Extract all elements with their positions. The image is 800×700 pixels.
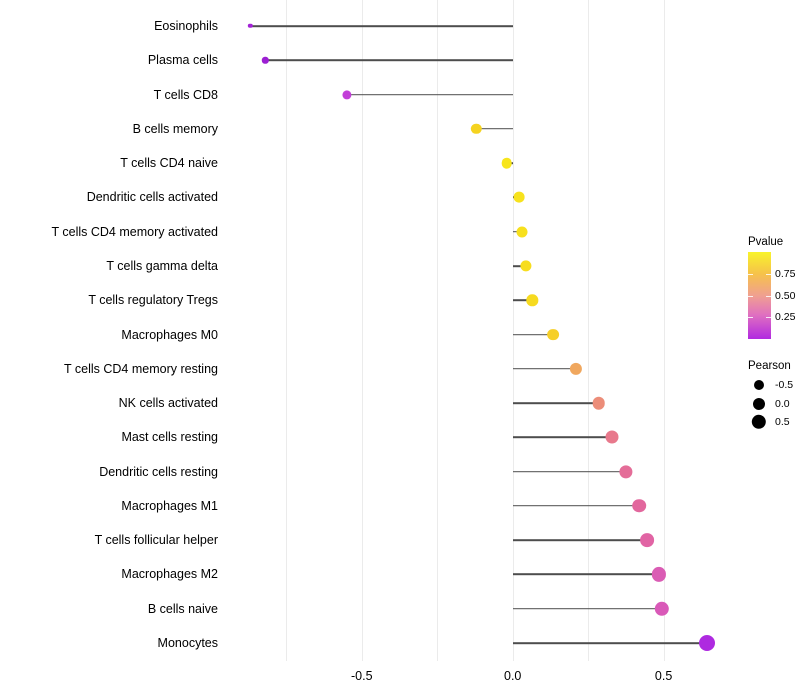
- y-axis-tick-label: T cells CD4 memory activated: [51, 224, 219, 239]
- lollipop-stem: [265, 59, 513, 62]
- y-axis-tick-label: Monocytes: [157, 635, 218, 650]
- lollipop-stem: [512, 402, 599, 404]
- y-axis-tick-label: NK cells activated: [118, 395, 218, 410]
- lollipop-point[interactable]: [592, 396, 605, 410]
- colorbar-tick-mark: [748, 295, 753, 297]
- y-axis-tick-label: T cells regulatory Tregs: [88, 292, 218, 307]
- lollipop-stem: [512, 573, 660, 576]
- y-axis-tick-label: Dendritic cells resting: [99, 464, 218, 479]
- colorbar-tick-mark: [748, 317, 753, 319]
- y-axis-tick-label: B cells memory: [132, 121, 218, 136]
- lollipop-point[interactable]: [640, 533, 654, 548]
- y-axis-tick-label: Eosinophils: [154, 18, 218, 33]
- lollipop-stem: [512, 299, 533, 302]
- colorbar-tick-label: 0.25: [775, 311, 796, 324]
- lollipop-point[interactable]: [654, 601, 670, 616]
- lollipop-point[interactable]: [471, 123, 482, 135]
- gridline-x: [361, 0, 363, 661]
- size-legend-label: 0.5: [775, 416, 790, 428]
- pvalue-colorbar: [748, 252, 771, 339]
- lollipop-stem: [476, 128, 513, 130]
- colorbar-tick-mark: [748, 273, 753, 275]
- size-legend-dot: [753, 397, 765, 410]
- lollipop-stem: [512, 265, 527, 267]
- lollipop-stem: [512, 505, 640, 507]
- gridline-x: [588, 0, 590, 661]
- lollipop-point[interactable]: [262, 57, 269, 64]
- lollipop-point[interactable]: [569, 362, 583, 375]
- colorbar-tick-mark: [766, 273, 771, 275]
- lollipop-point[interactable]: [619, 465, 633, 479]
- lollipop-stem: [512, 436, 613, 439]
- y-axis-tick-label: T cells gamma delta: [106, 258, 218, 273]
- lollipop-stem: [512, 539, 647, 541]
- legend-area: Pvalue Pearson 0.75 0.50 0.25 -0.5 0.0 0.5: [740, 0, 800, 700]
- size-legend-label: 0.0: [775, 397, 790, 410]
- lollipop-stem: [512, 333, 554, 336]
- lollipop-point[interactable]: [526, 294, 539, 306]
- y-axis-tick-label: Dendritic cells activated: [86, 190, 218, 205]
- x-axis-tick-label: -0.5: [351, 669, 373, 683]
- colorbar-tick-mark: [766, 317, 771, 319]
- lollipop-point[interactable]: [605, 430, 619, 444]
- y-axis-tick-label: T cells CD8: [153, 87, 218, 102]
- lollipop-point[interactable]: [651, 567, 667, 582]
- lollipop-point[interactable]: [516, 226, 528, 238]
- y-axis-labels: Eosinophils Plasma cells T cells CD8 B cell…: [0, 0, 222, 700]
- lollipop-point[interactable]: [513, 191, 525, 203]
- size-legend-title: Pearson: [748, 360, 791, 372]
- gridline-x: [437, 0, 439, 661]
- gridline-x: [286, 0, 288, 661]
- y-axis-tick-label: T cells CD4 memory resting: [64, 361, 218, 376]
- lollipop-point[interactable]: [247, 23, 253, 29]
- colorbar-tick-label: 0.75: [775, 267, 796, 280]
- lollipop-stem: [512, 642, 708, 644]
- x-axis-tick-label: 0.5: [654, 669, 673, 683]
- y-axis-tick-label: T cells follicular helper: [94, 532, 218, 547]
- lollipop-stem: [512, 607, 663, 610]
- lollipop-stem: [512, 367, 577, 370]
- y-axis-tick-label: Macrophages M0: [121, 327, 218, 342]
- lollipop-stem: [250, 25, 513, 27]
- colorbar-title: Pvalue: [748, 236, 784, 248]
- lollipop-point[interactable]: [342, 89, 352, 100]
- lollipop-point[interactable]: [632, 499, 647, 513]
- plot-panel: [226, 0, 730, 661]
- size-legend-dot: [751, 414, 767, 430]
- colorbar-tick-mark: [766, 295, 771, 297]
- y-axis-tick-label: Macrophages M1: [121, 498, 218, 513]
- lollipop-point[interactable]: [501, 157, 512, 169]
- size-legend-label: -0.5: [775, 379, 794, 391]
- y-axis-tick-label: Macrophages M2: [121, 567, 218, 582]
- y-axis-tick-label: Plasma cells: [147, 53, 218, 68]
- y-axis-tick-label: Mast cells resting: [121, 430, 218, 445]
- x-axis: -0.5 0.0 0.5: [226, 661, 730, 700]
- lollipop-stem: [512, 470, 626, 473]
- gridline-x: [663, 0, 665, 661]
- x-axis-tick-label: 0.0: [504, 669, 522, 683]
- lollipop-point[interactable]: [699, 635, 716, 651]
- y-axis-tick-label: T cells CD4 naive: [120, 155, 218, 170]
- colorbar-tick-label: 0.50: [775, 289, 796, 302]
- size-legend-dot: [754, 380, 764, 390]
- lollipop-stem: [346, 93, 513, 96]
- gridline-x: [512, 0, 514, 661]
- y-axis-tick-label: B cells naive: [147, 601, 218, 616]
- lollipop-point[interactable]: [547, 328, 560, 341]
- lollipop-point[interactable]: [520, 260, 532, 272]
